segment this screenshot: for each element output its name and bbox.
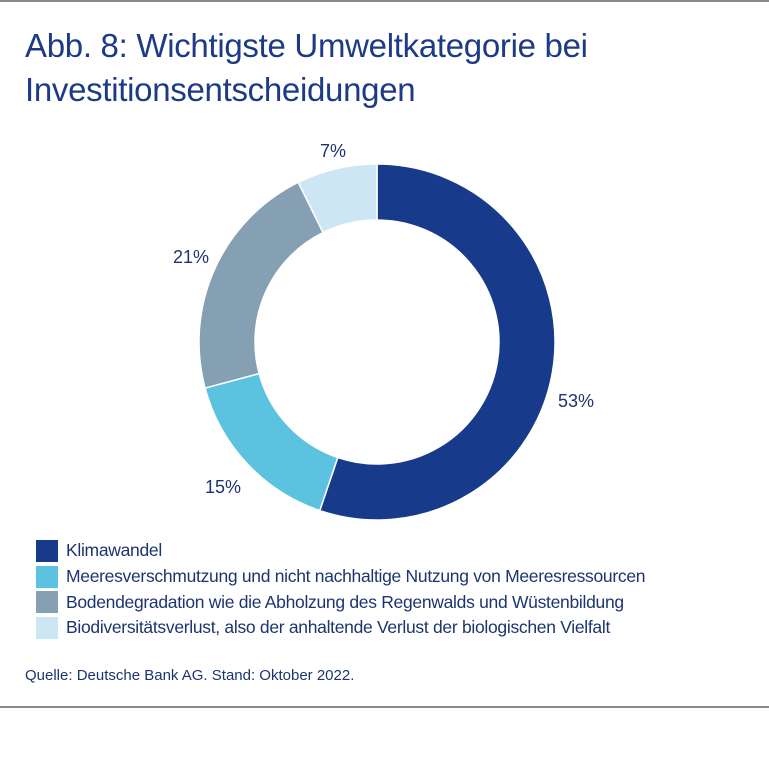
donut-slice: [297, 163, 378, 234]
legend: Klimawandel Meeresverschmutzung und nicht…: [36, 538, 646, 641]
legend-label: Bodendegradation wie die Abholzung des R…: [66, 591, 624, 612]
legend-label: Biodiversitätsverlust, also der anhalten…: [66, 617, 611, 638]
top-divider: [0, 0, 769, 2]
legend-swatch: [36, 616, 58, 639]
legend-swatch: [36, 565, 58, 588]
data-label: 53%: [558, 391, 594, 411]
donut-slice: [318, 163, 556, 521]
data-label: 15%: [205, 477, 241, 497]
donut-slice: [198, 181, 325, 389]
data-label: 7%: [320, 141, 346, 161]
legend-item: Bodendegradation wie die Abholzung des R…: [36, 589, 645, 615]
chart-title: Abb. 8: Wichtigste Umweltkategorie bei I…: [25, 27, 588, 108]
legend-swatch: [36, 539, 58, 562]
legend-item: Klimawandel: [36, 538, 645, 564]
legend-item: Meeresverschmutzung und nicht nachhaltig…: [36, 564, 646, 590]
source-note: Quelle: Deutsche Bank AG. Stand: Oktober…: [25, 667, 355, 684]
legend-label: Klimawandel: [66, 540, 162, 561]
legend-swatch: [36, 591, 58, 614]
bottom-divider: [0, 706, 769, 708]
legend-item: Biodiversitätsverlust, also der anhalten…: [36, 615, 645, 641]
data-label: 21%: [173, 247, 209, 267]
legend-label: Meeresverschmutzung und nicht nachhaltig…: [66, 566, 646, 587]
